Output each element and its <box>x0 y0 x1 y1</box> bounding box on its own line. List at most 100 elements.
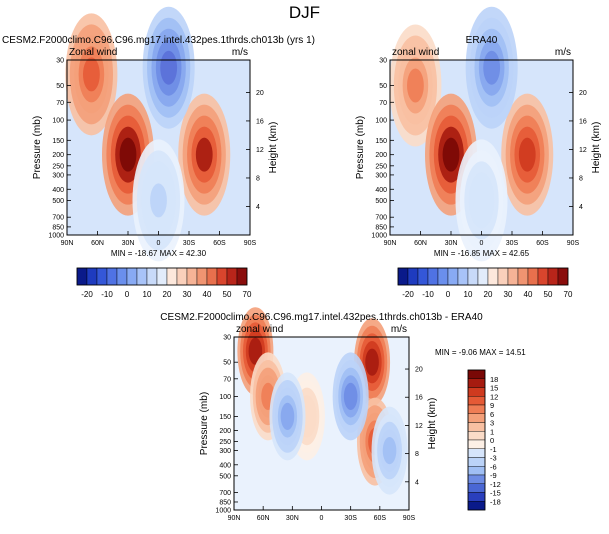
y2-tick-label: 20 <box>579 90 587 97</box>
colorbar-label: 3 <box>490 419 494 428</box>
x-tick-label: 90N <box>61 240 74 247</box>
contour-band <box>483 50 501 85</box>
colorbar-swatch <box>116 267 128 286</box>
colorbar-swatch <box>407 267 419 286</box>
colorbar-swatch <box>537 267 549 286</box>
colorbar-swatch <box>467 431 486 441</box>
contour-band <box>442 137 460 172</box>
colorbar-label: -18 <box>490 497 501 506</box>
x-tick-label: 30S <box>183 240 196 247</box>
y-tick-label: 400 <box>375 187 387 194</box>
y-tick-label: 30 <box>223 335 231 342</box>
y2-tick-label: 8 <box>256 175 260 182</box>
colorbar-label: 50 <box>223 290 232 299</box>
y-tick-label: 250 <box>375 163 387 170</box>
y-tick-label: 850 <box>375 224 387 231</box>
x-tick-label: 60S <box>374 515 387 522</box>
y-tick-label: 30 <box>379 58 387 65</box>
units-label: m/s <box>391 324 407 335</box>
colorbar-label: 9 <box>490 401 494 410</box>
colorbar-swatch <box>467 483 486 493</box>
contour-band <box>280 402 295 431</box>
colorbar-label: 6 <box>490 410 494 419</box>
colorbar-label: 70 <box>564 290 573 299</box>
y2-axis-label: Height (km) <box>268 122 279 174</box>
colorbar-swatch <box>106 267 118 286</box>
y-tick-label: 500 <box>375 198 387 205</box>
colorbar-label: -15 <box>490 489 501 498</box>
y-axis-label: Pressure (mb) <box>355 116 366 179</box>
colorbar-swatch <box>457 267 469 286</box>
colorbar-1: -20 -10 0 10 20 30 40 50 70 <box>76 267 252 299</box>
contour-band <box>382 437 397 465</box>
colorbar-swatch <box>206 267 218 286</box>
colorbar-swatch <box>437 267 449 286</box>
colorbar-swatch <box>517 267 529 286</box>
x-tick-label: 90N <box>384 240 397 247</box>
variable-label: zonal wind <box>392 47 439 58</box>
y-tick-label: 400 <box>52 187 64 194</box>
y-tick-label: 700 <box>375 215 387 222</box>
y-tick-label: 500 <box>219 473 231 480</box>
colorbar-label: 40 <box>203 290 212 299</box>
colorbar-swatch <box>497 267 509 286</box>
x-tick-label: 0 <box>157 240 161 247</box>
contour-band <box>248 337 263 365</box>
x-tick-label: 30S <box>344 515 357 522</box>
colorbar-swatch <box>196 267 208 286</box>
y-tick-label: 100 <box>375 118 387 125</box>
colorbar-label: -20 <box>81 290 93 299</box>
colorbar-label: -10 <box>101 290 113 299</box>
colorbar-swatch <box>467 466 486 476</box>
colorbar-swatch <box>467 267 479 286</box>
colorbar-swatch <box>467 378 486 388</box>
y-tick-label: 200 <box>219 428 231 435</box>
contour-band <box>473 183 490 218</box>
panel-3: CESM2.F2000climo.C96.C96.mg17.intel.432p… <box>160 307 526 522</box>
y2-tick-label: 8 <box>579 175 583 182</box>
colorbar-swatch <box>176 267 188 286</box>
contour-band <box>195 137 213 172</box>
contour-band <box>83 57 100 92</box>
colorbar-swatch <box>146 267 158 286</box>
colorbar-label: -6 <box>490 462 497 471</box>
colorbar-swatch <box>467 369 486 379</box>
colorbar-swatch <box>86 267 98 286</box>
y-tick-label: 250 <box>219 439 231 446</box>
y-tick-label: 70 <box>379 100 387 107</box>
y-tick-label: 150 <box>52 138 64 145</box>
min-max-stats: MIN = -18.67 MAX = 42.30 <box>111 249 207 258</box>
colorbar-swatch <box>216 267 228 286</box>
colorbar-label: 10 <box>143 290 152 299</box>
x-tick-label: 90S <box>244 240 257 247</box>
y-tick-label: 700 <box>52 215 64 222</box>
y2-tick-label: 20 <box>256 90 264 97</box>
colorbar-label: 18 <box>490 375 498 384</box>
y2-tick-label: 20 <box>415 367 423 374</box>
colorbar-label: 30 <box>504 290 513 299</box>
panel-title: CESM2.F2000climo.C96.C96.mg17.intel.432p… <box>2 35 315 46</box>
y-tick-label: 200 <box>375 152 387 159</box>
page-title: DJF <box>288 3 321 22</box>
y-tick-label: 100 <box>52 118 64 125</box>
colorbar-swatch <box>467 439 486 449</box>
panel-title: CESM2.F2000climo.C96.C96.mg17.intel.432p… <box>160 312 483 323</box>
variable-label: Zonal wind <box>69 47 117 58</box>
colorbar-swatch <box>467 404 486 414</box>
y-tick-label: 850 <box>219 499 231 506</box>
min-max-stats: MIN = -9.06 MAX = 14.51 <box>435 348 526 357</box>
y-tick-label: 70 <box>56 100 64 107</box>
colorbar-swatch <box>236 267 248 286</box>
units-label: m/s <box>232 47 248 58</box>
colorbar-2: -20 -10 0 10 20 30 40 50 70 <box>397 267 573 299</box>
x-tick-label: 60S <box>213 240 226 247</box>
y-tick-label: 50 <box>223 360 231 367</box>
colorbar-swatch <box>226 267 238 286</box>
y-tick-label: 300 <box>375 172 387 179</box>
colorbar-swatch <box>527 267 539 286</box>
colorbar-swatch <box>417 267 429 286</box>
y-tick-label: 1000 <box>371 233 387 240</box>
colorbar-swatch <box>467 501 486 511</box>
colorbar-label: 0 <box>446 290 451 299</box>
